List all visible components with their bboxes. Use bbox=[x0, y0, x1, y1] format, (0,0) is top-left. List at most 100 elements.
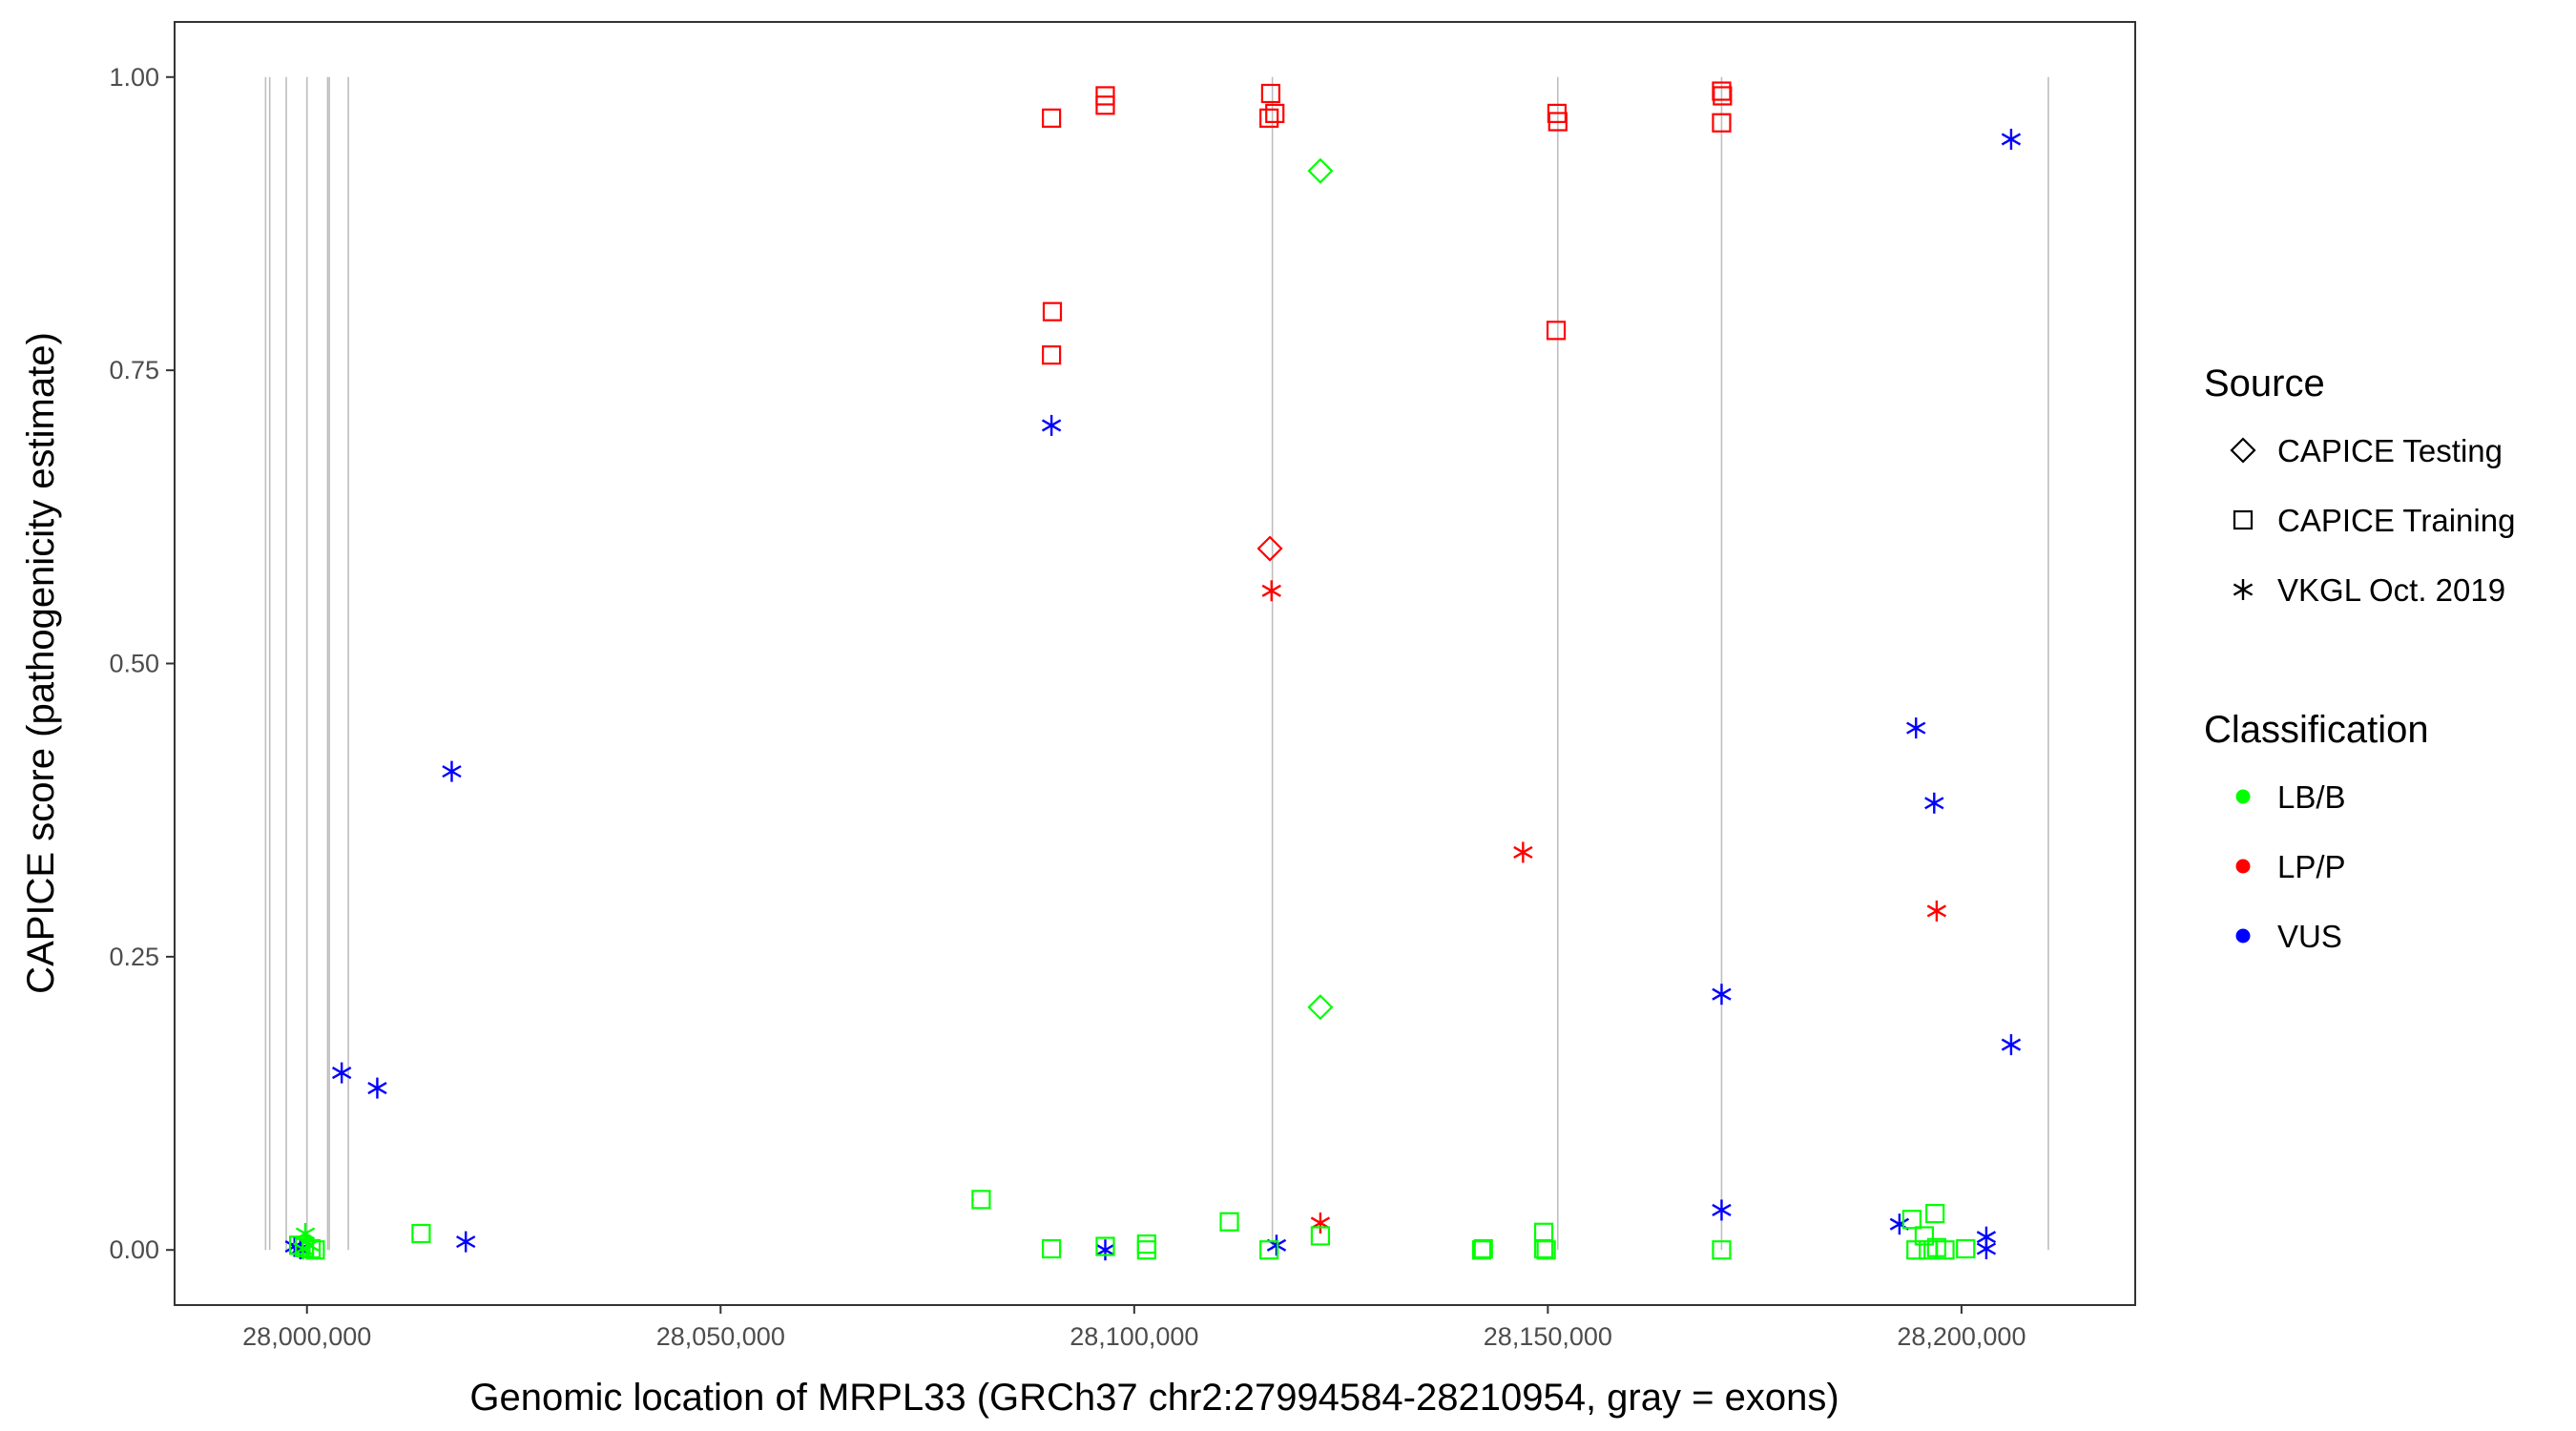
legend-item-capice-training: CAPICE Training bbox=[2233, 503, 2515, 538]
diamond-key bbox=[2230, 437, 2256, 464]
asterisk-stroke bbox=[1906, 721, 1926, 735]
asterisk-stroke bbox=[1926, 904, 1947, 918]
x-tick-label: 28,000,000 bbox=[242, 1322, 371, 1351]
square-shape bbox=[1260, 83, 1280, 104]
data-point bbox=[1548, 112, 1568, 132]
square-shape bbox=[295, 1237, 315, 1257]
x-tick-label: 28,150,000 bbox=[1484, 1322, 1612, 1351]
x-axis: 28,000,000 28,050,000 28,100,000 28,150,000… bbox=[242, 1305, 2025, 1351]
data-point bbox=[1471, 1240, 1492, 1260]
square-shape bbox=[1042, 301, 1063, 321]
data-point bbox=[367, 1077, 387, 1099]
data-point bbox=[1219, 1212, 1239, 1232]
data-point bbox=[1925, 1204, 1945, 1224]
y-tick-label: 0.75 bbox=[109, 356, 159, 384]
diamond-icon bbox=[2230, 437, 2256, 464]
asterisk-stroke bbox=[2001, 1038, 2022, 1051]
square-shape bbox=[1265, 103, 1285, 123]
asterisk-stroke bbox=[1041, 419, 1062, 432]
data-point bbox=[1924, 792, 1944, 814]
data-point bbox=[1042, 345, 1062, 365]
square-shape bbox=[1042, 1238, 1062, 1259]
square-shape bbox=[1471, 1240, 1492, 1260]
asterisk-icon bbox=[2233, 579, 2254, 600]
data-point bbox=[1712, 1199, 1732, 1221]
data-point bbox=[1713, 86, 1733, 106]
data-point bbox=[1712, 113, 1732, 133]
x-tick-label: 28,100,000 bbox=[1070, 1322, 1198, 1351]
square-shape bbox=[1095, 1236, 1115, 1256]
square-icon bbox=[2233, 509, 2254, 530]
data-point bbox=[2001, 1034, 2022, 1056]
lp-p-dot-icon bbox=[2235, 859, 2251, 874]
data-point bbox=[1935, 1240, 1955, 1260]
asterisk-stroke bbox=[1924, 797, 1944, 810]
diamond-shape bbox=[1257, 535, 1283, 562]
legend-label: LB/B bbox=[2277, 779, 2346, 815]
square-shape bbox=[2233, 509, 2254, 530]
square-shape bbox=[1546, 321, 1567, 341]
data-point bbox=[1914, 1226, 1934, 1246]
square-shape bbox=[1925, 1204, 1945, 1224]
vus-dot-icon bbox=[2235, 928, 2251, 944]
square-shape bbox=[1712, 113, 1732, 133]
data-point bbox=[1261, 580, 1281, 602]
asterisk-stroke bbox=[456, 1235, 476, 1249]
asterisk-stroke bbox=[1712, 987, 1732, 1001]
y-tick-label: 0.50 bbox=[109, 650, 159, 678]
data-point bbox=[411, 1223, 431, 1244]
square-shape bbox=[1712, 1240, 1732, 1260]
data-point bbox=[2001, 128, 2022, 150]
legend-label: VKGL Oct. 2019 bbox=[2277, 572, 2505, 608]
square-shape bbox=[1533, 1238, 1554, 1259]
data-point bbox=[1259, 1240, 1279, 1260]
diamond-shape bbox=[1307, 157, 1334, 184]
square-shape bbox=[1042, 108, 1062, 128]
data-point bbox=[1533, 1238, 1554, 1259]
asterisk-stroke bbox=[1889, 1217, 1910, 1231]
asterisk-stroke bbox=[442, 765, 462, 778]
square-shape bbox=[301, 1238, 322, 1259]
square-shape bbox=[1536, 1240, 1556, 1260]
data-point bbox=[1513, 841, 1533, 863]
data-point bbox=[295, 1237, 315, 1257]
data-point bbox=[1976, 1237, 1997, 1259]
legend-item-vkgl: VKGL Oct. 2019 bbox=[2233, 572, 2505, 608]
data-point bbox=[1095, 1236, 1115, 1256]
y-axis: 0.00 0.25 0.50 0.75 1.00 bbox=[109, 63, 175, 1264]
data-point bbox=[1265, 103, 1285, 123]
legend-source-title: Source bbox=[2204, 363, 2325, 404]
legend-classification-title: Classification bbox=[2204, 709, 2429, 751]
data-point bbox=[1307, 994, 1334, 1021]
square-shape bbox=[1310, 1226, 1331, 1246]
square-shape bbox=[1219, 1212, 1239, 1232]
legend-label: VUS bbox=[2277, 919, 2342, 954]
data-point bbox=[1536, 1240, 1556, 1260]
data-point bbox=[1473, 1238, 1493, 1259]
square-shape bbox=[1914, 1226, 1934, 1246]
asterisk-stroke bbox=[1976, 1242, 1997, 1255]
data-point bbox=[1136, 1240, 1156, 1260]
diamond-shape bbox=[1307, 994, 1334, 1021]
data-point bbox=[1257, 535, 1283, 562]
data-point bbox=[1712, 984, 1732, 1006]
data-point bbox=[1042, 1238, 1062, 1259]
square-shape bbox=[1042, 345, 1062, 365]
asterisk-stroke bbox=[1976, 1231, 1997, 1244]
data-point bbox=[1956, 1238, 1976, 1259]
data-point bbox=[1926, 900, 1947, 922]
diamond-shape bbox=[2230, 437, 2256, 464]
y-tick-label: 0.25 bbox=[109, 943, 159, 971]
data-point bbox=[1095, 95, 1115, 115]
asterisk-stroke bbox=[1712, 1203, 1732, 1216]
data-point bbox=[1307, 157, 1334, 184]
data-point bbox=[301, 1238, 322, 1259]
square-shape bbox=[1259, 108, 1279, 128]
square-shape bbox=[971, 1190, 991, 1210]
y-tick-label: 1.00 bbox=[109, 63, 159, 92]
legend-item-capice-testing: CAPICE Testing bbox=[2230, 433, 2503, 468]
asterisk-stroke bbox=[367, 1082, 387, 1095]
legend-label: CAPICE Testing bbox=[2277, 433, 2503, 468]
